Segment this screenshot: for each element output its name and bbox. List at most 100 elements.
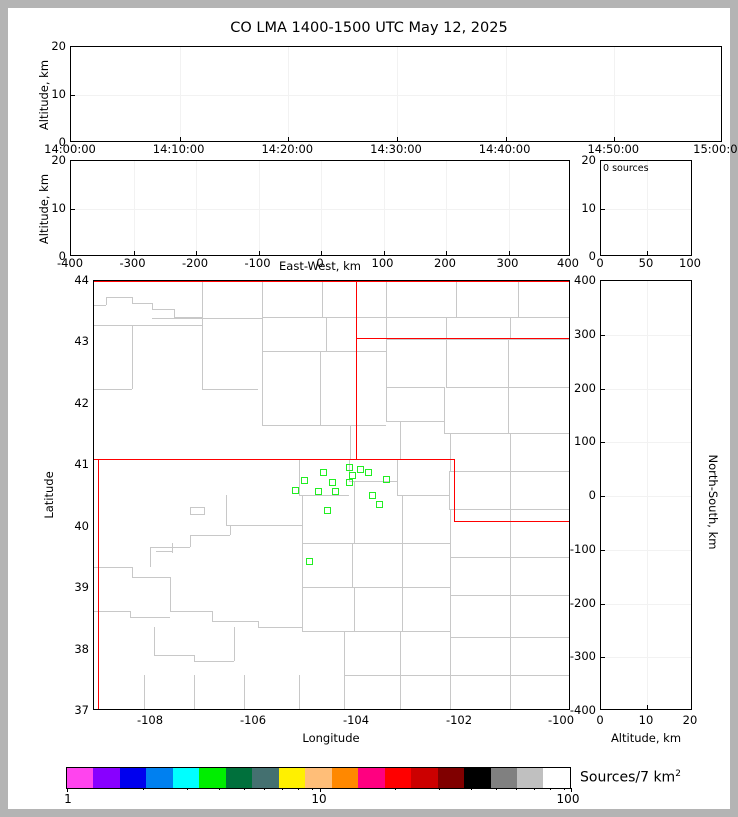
source-marker (357, 466, 364, 473)
colorbar-tick (319, 788, 321, 792)
axis-tick (179, 137, 181, 141)
county-boundary (402, 543, 450, 544)
state-boundary (356, 281, 358, 459)
county-boundary (202, 389, 258, 390)
county-boundary (174, 317, 202, 318)
source-marker (376, 501, 383, 508)
gridline (258, 161, 260, 255)
county-boundary (508, 387, 569, 388)
source-marker (306, 558, 313, 565)
source-marker (315, 488, 322, 495)
county-boundary (510, 339, 569, 340)
county-boundary (352, 543, 353, 587)
x-tick-label: 100 (371, 256, 394, 270)
county-boundary (302, 543, 354, 544)
colorbar-swatch (67, 768, 94, 788)
colorbar-swatch (199, 768, 226, 788)
gridline (133, 161, 135, 255)
x-tick-label: 200 (434, 256, 456, 270)
source-marker (329, 479, 336, 486)
county-boundary (508, 339, 509, 387)
y-axis-label: Altitude, km (37, 59, 51, 131)
axis-tick (601, 442, 605, 444)
plan-view-map-panel[interactable] (93, 280, 570, 710)
x-tick-label: -300 (119, 256, 146, 270)
colorbar-tick (312, 788, 313, 790)
county-boundary (190, 507, 191, 515)
axis-tick (614, 137, 616, 141)
gridline (601, 209, 691, 210)
y-tick-label: 38 (74, 641, 89, 656)
colorbar-swatch (411, 768, 438, 788)
county-boundary (402, 495, 403, 543)
county-boundary (132, 325, 133, 389)
colorbar-swatch (464, 768, 491, 788)
county-boundary (400, 675, 450, 676)
gridline (614, 47, 616, 141)
source-marker (349, 472, 356, 479)
county-boundary (204, 507, 205, 515)
axis-tick (71, 95, 75, 96)
colorbar-tick (298, 788, 299, 790)
x-tick-label: -100 (244, 256, 271, 270)
colorbar-tick (550, 788, 551, 790)
county-boundary (132, 577, 170, 578)
source-marker (332, 488, 339, 495)
county-boundary (350, 425, 351, 459)
county-boundary (510, 433, 511, 471)
y-tick-label: 20 (581, 153, 596, 167)
axis-tick (383, 251, 385, 255)
x-tick-label: -400 (56, 256, 84, 270)
county-boundary (94, 567, 132, 568)
county-boundary (386, 339, 387, 387)
county-boundary (299, 675, 300, 709)
county-boundary (258, 621, 259, 627)
county-boundary (354, 543, 402, 544)
x-axis-label: Altitude, km (610, 731, 682, 745)
county-boundary (194, 675, 195, 709)
county-boundary (230, 525, 231, 535)
gridline (601, 442, 691, 444)
altitude-histogram-panel[interactable]: 0 sources (600, 160, 692, 256)
y-tick-label: 43 (74, 334, 89, 349)
county-boundary (152, 309, 174, 310)
county-boundary (130, 617, 170, 618)
gridline (397, 47, 398, 141)
x-tick-label: 300 (496, 256, 519, 270)
county-boundary (400, 631, 401, 675)
county-boundary (450, 471, 510, 472)
county-boundary (94, 611, 130, 612)
y-tick-label: 44 (74, 273, 89, 287)
county-boundary (262, 425, 320, 426)
state-boundary (356, 338, 569, 340)
county-boundary (344, 675, 345, 709)
county-boundary (302, 495, 303, 543)
county-boundary (154, 655, 194, 656)
colorbar-tick (395, 788, 396, 790)
county-boundary (258, 627, 302, 628)
county-boundary (456, 317, 518, 318)
source-marker (320, 469, 327, 476)
colorbar-swatch (119, 768, 147, 788)
colorbar-tick (496, 788, 497, 790)
x-tick-label: 400 (557, 256, 579, 270)
county-boundary (156, 551, 172, 552)
time-height-panel[interactable] (70, 46, 722, 142)
county-boundary (262, 525, 302, 526)
gridline (601, 657, 691, 659)
county-boundary (106, 297, 107, 305)
colorbar[interactable] (66, 767, 572, 792)
county-boundary (450, 675, 451, 709)
y-tick-label: 39 (74, 580, 89, 595)
gridline (383, 161, 385, 255)
county-boundary (194, 655, 195, 661)
county-boundary (322, 317, 386, 318)
x-tick-label: -108 (136, 713, 164, 727)
colorbar-swatch (252, 768, 279, 788)
county-boundary (450, 595, 510, 596)
east-west-height-panel[interactable] (70, 160, 570, 256)
north-south-height-panel[interactable] (600, 280, 692, 710)
colorbar-tick (516, 788, 517, 790)
colorbar-tick (187, 788, 188, 790)
y-tick-label: -300 (569, 649, 596, 664)
